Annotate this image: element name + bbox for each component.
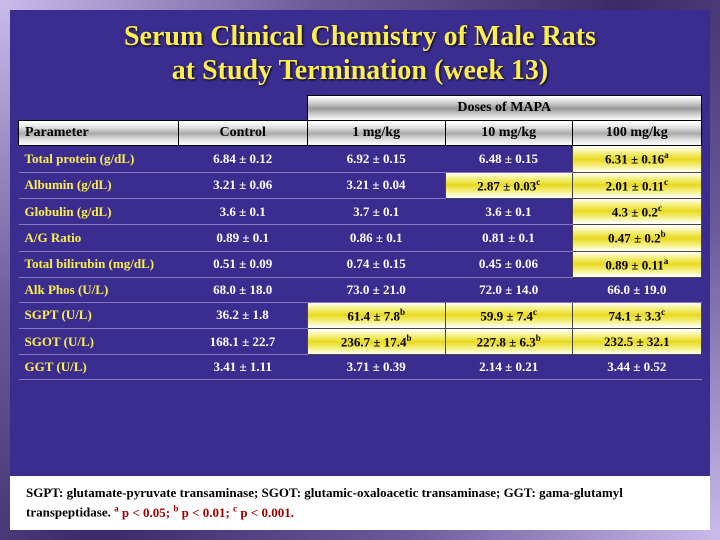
param-cell: Albumin (g/dL) [19,172,179,198]
value-cell: 0.86 ± 0.1 [307,225,445,251]
value-cell: 168.1 ± 22.7 [179,329,308,355]
table-row: GGT (U/L)3.41 ± 1.113.71 ± 0.392.14 ± 0.… [19,355,702,380]
significance-marker: b [536,333,541,343]
significance-marker: a [664,256,669,266]
table-row: Alk Phos (U/L)68.0 ± 18.073.0 ± 21.072.0… [19,277,702,302]
value-cell: 6.84 ± 0.12 [179,146,308,172]
value-cell: 73.0 ± 21.0 [307,277,445,302]
col-1mg: 1 mg/kg [307,121,445,146]
col-parameter: Parameter [19,121,179,146]
value-cell: 3.21 ± 0.04 [307,172,445,198]
table-body: Total protein (g/dL)6.84 ± 0.126.92 ± 0.… [19,146,702,380]
significance-marker: c [664,177,668,187]
value-cell: 3.6 ± 0.1 [445,198,572,224]
significance-marker: c [533,307,537,317]
value-cell: 61.4 ± 7.8b [307,302,445,328]
value-cell: 2.01 ± 0.11c [572,172,701,198]
doses-header-row: Doses of MAPA [19,96,702,121]
significance-marker: c [536,177,540,187]
param-cell: Globulin (g/dL) [19,198,179,224]
value-cell: 236.7 ± 17.4b [307,329,445,355]
value-cell: 6.31 ± 0.16a [572,146,701,172]
significance-marker: b [406,333,411,343]
doses-header: Doses of MAPA [307,96,702,121]
value-cell: 232.5 ± 32.1 [572,329,701,355]
value-cell: 3.44 ± 0.52 [572,355,701,380]
col-control: Control [179,121,308,146]
table-row: Globulin (g/dL)3.6 ± 0.13.7 ± 0.13.6 ± 0… [19,198,702,224]
column-header-row: Parameter Control 1 mg/kg 10 mg/kg 100 m… [19,121,702,146]
param-cell: GGT (U/L) [19,355,179,380]
value-cell: 0.89 ± 0.1 [179,225,308,251]
value-cell: 72.0 ± 14.0 [445,277,572,302]
value-cell: 3.6 ± 0.1 [179,198,308,224]
value-cell: 4.3 ± 0.2c [572,198,701,224]
value-cell: 68.0 ± 18.0 [179,277,308,302]
value-cell: 2.14 ± 0.21 [445,355,572,380]
significance-marker: a [664,150,669,160]
table-row: SGPT (U/L)36.2 ± 1.861.4 ± 7.8b59.9 ± 7.… [19,302,702,328]
param-cell: Alk Phos (U/L) [19,277,179,302]
footnote-significance: a p < 0.05; b p < 0.01; c p < 0.001. [114,505,294,520]
significance-marker: c [658,203,662,213]
title-line2: at Study Termination (week 13) [172,55,548,86]
value-cell: 227.8 ± 6.3b [445,329,572,355]
param-cell: Total bilirubin (mg/dL) [19,251,179,277]
col-100mg: 100 mg/kg [572,121,701,146]
param-cell: SGPT (U/L) [19,302,179,328]
value-cell: 0.45 ± 0.06 [445,251,572,277]
table-row: Total bilirubin (mg/dL)0.51 ± 0.090.74 ±… [19,251,702,277]
significance-marker: b [661,229,666,239]
table-row: SGOT (U/L)168.1 ± 22.7236.7 ± 17.4b227.8… [19,329,702,355]
slide-title: Serum Clinical Chemistry of Male Rats at… [10,10,710,95]
value-cell: 74.1 ± 3.3c [572,302,701,328]
significance-marker: b [400,307,405,317]
table-container: Doses of MAPA Parameter Control 1 mg/kg … [10,95,710,380]
param-cell: A/G Ratio [19,225,179,251]
value-cell: 6.48 ± 0.15 [445,146,572,172]
value-cell: 3.7 ± 0.1 [307,198,445,224]
table-row: A/G Ratio0.89 ± 0.10.86 ± 0.10.81 ± 0.10… [19,225,702,251]
col-10mg: 10 mg/kg [445,121,572,146]
param-cell: Total protein (g/dL) [19,146,179,172]
value-cell: 3.71 ± 0.39 [307,355,445,380]
significance-marker: c [661,307,665,317]
footnote: SGPT: glutamate-pyruvate transaminase; S… [10,476,710,530]
chemistry-table: Doses of MAPA Parameter Control 1 mg/kg … [18,95,702,380]
slide-frame: Serum Clinical Chemistry of Male Rats at… [0,0,720,540]
param-cell: SGOT (U/L) [19,329,179,355]
value-cell: 0.47 ± 0.2b [572,225,701,251]
value-cell: 0.89 ± 0.11a [572,251,701,277]
value-cell: 0.51 ± 0.09 [179,251,308,277]
value-cell: 6.92 ± 0.15 [307,146,445,172]
value-cell: 66.0 ± 19.0 [572,277,701,302]
value-cell: 59.9 ± 7.4c [445,302,572,328]
value-cell: 36.2 ± 1.8 [179,302,308,328]
value-cell: 3.21 ± 0.06 [179,172,308,198]
value-cell: 0.74 ± 0.15 [307,251,445,277]
table-row: Total protein (g/dL)6.84 ± 0.126.92 ± 0.… [19,146,702,172]
title-line1: Serum Clinical Chemistry of Male Rats [124,21,596,52]
value-cell: 0.81 ± 0.1 [445,225,572,251]
value-cell: 3.41 ± 1.11 [179,355,308,380]
value-cell: 2.87 ± 0.03c [445,172,572,198]
table-row: Albumin (g/dL)3.21 ± 0.063.21 ± 0.042.87… [19,172,702,198]
